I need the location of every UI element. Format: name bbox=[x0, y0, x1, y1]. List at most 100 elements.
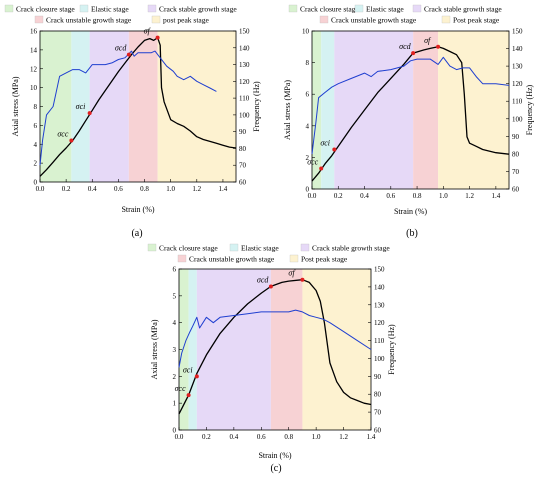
y2-tick-label: 110 bbox=[374, 337, 385, 345]
y2-tick-label: 140 bbox=[512, 45, 523, 53]
legend-swatch-unstable bbox=[34, 15, 44, 24]
x-tick-label: 0.8 bbox=[284, 433, 293, 441]
y2-tick-label: 90 bbox=[239, 128, 247, 136]
y2-tick-label: 70 bbox=[374, 409, 382, 417]
y-tick-label: 5 bbox=[173, 292, 177, 300]
x-tick-label: 0.4 bbox=[360, 192, 369, 200]
threshold-marker bbox=[87, 111, 92, 116]
legend-label-stable: Crack stable growth stage bbox=[424, 5, 502, 14]
y-tick-label: 10 bbox=[30, 84, 38, 92]
y2-tick-label: 110 bbox=[239, 95, 250, 103]
legend-label-unstable: Crack unstable growth stage bbox=[189, 255, 275, 264]
legend-label-closure: Crack closure stage bbox=[159, 244, 218, 253]
threshold-label: σcd bbox=[399, 42, 411, 51]
y2-tick-label: 60 bbox=[374, 427, 382, 435]
y2-tick-label: 80 bbox=[512, 150, 520, 158]
y-axis-label: Axial stress (MPa) bbox=[11, 76, 20, 136]
y-axis-label: Axial stress (MPa) bbox=[283, 80, 292, 140]
axial-stress-line bbox=[39, 36, 237, 177]
y-tick-label: 6 bbox=[34, 122, 38, 130]
y2-tick-label: 70 bbox=[512, 168, 520, 176]
legend-swatch-unstable bbox=[319, 15, 329, 24]
x-tick-label: 1.2 bbox=[192, 185, 201, 193]
threshold-marker bbox=[155, 35, 160, 40]
y2-tick-label: 90 bbox=[374, 373, 382, 381]
y-tick-label: 2 bbox=[173, 373, 177, 381]
subplot-label: (c) bbox=[270, 463, 281, 474]
legend-label-elastic: Elastic stage bbox=[241, 244, 279, 253]
x-tick-label: 0.6 bbox=[257, 433, 266, 441]
y2-tick-label: 130 bbox=[374, 301, 385, 309]
legend-label-stable: Crack stable growth stage bbox=[312, 244, 390, 253]
stage-band-stable bbox=[334, 31, 414, 189]
y2-tick-label: 130 bbox=[512, 63, 523, 71]
y2-tick-label: 100 bbox=[374, 355, 385, 363]
y-tick-label: 1 bbox=[173, 400, 177, 408]
legend-label-closure: Crack closure stage bbox=[16, 5, 75, 14]
stage-band-stable bbox=[196, 269, 271, 430]
y2-tick-label: 100 bbox=[512, 115, 523, 123]
frequency-line bbox=[311, 56, 510, 154]
x-tick-label: 0.4 bbox=[88, 185, 97, 193]
y-tick-label: 0 bbox=[34, 179, 38, 187]
y2-tick-label: 100 bbox=[239, 111, 250, 119]
threshold-marker bbox=[186, 393, 191, 398]
legend-swatch-elastic bbox=[229, 243, 239, 252]
y-tick-label: 12 bbox=[30, 65, 38, 73]
y-tick-label: 4 bbox=[173, 319, 177, 327]
x-axis-label: Strain (%) bbox=[394, 207, 427, 216]
y-tick-label: 3 bbox=[173, 346, 177, 354]
threshold-label: σf bbox=[288, 269, 296, 278]
threshold-marker bbox=[268, 284, 273, 289]
y-tick-label: 8 bbox=[34, 103, 38, 111]
threshold-marker bbox=[126, 52, 131, 57]
y-tick-label: 10 bbox=[302, 28, 310, 36]
stage-band-closure bbox=[312, 31, 322, 189]
y2-tick-label: 60 bbox=[512, 186, 520, 194]
y-tick-label: 0 bbox=[173, 427, 177, 435]
legend-swatch-closure bbox=[4, 4, 14, 13]
y2-axis-label: Frequency (Hz) bbox=[387, 324, 396, 375]
y-tick-label: 2 bbox=[34, 160, 38, 168]
y2-tick-label: 120 bbox=[374, 319, 385, 327]
threshold-marker bbox=[69, 138, 74, 143]
threshold-marker bbox=[436, 44, 441, 49]
threshold-label: σf bbox=[144, 27, 152, 36]
y-axis-label: Axial stress (MPa) bbox=[150, 319, 159, 379]
y-tick-label: 2 bbox=[306, 154, 310, 162]
x-tick-label: 0.0 bbox=[175, 433, 184, 441]
legend-swatch-closure bbox=[147, 243, 157, 252]
threshold-label: σf bbox=[424, 36, 432, 45]
legend-swatch-post-peak bbox=[289, 254, 299, 263]
y2-tick-label: 140 bbox=[374, 283, 385, 291]
threshold-marker bbox=[411, 51, 416, 56]
legend: Crack closure stage Elastic stage Crack st… bbox=[288, 4, 502, 25]
threshold-marker bbox=[319, 166, 324, 171]
stage-band-unstable bbox=[413, 31, 439, 189]
legend-swatch-elastic bbox=[354, 4, 364, 13]
threshold-label: σci bbox=[76, 102, 86, 111]
x-axis-label: Strain (%) bbox=[258, 451, 291, 460]
threshold-marker bbox=[194, 374, 199, 379]
y-tick-label: 0 bbox=[306, 186, 310, 194]
x-tick-label: 1.4 bbox=[219, 185, 228, 193]
x-tick-label: 0.0 bbox=[36, 185, 45, 193]
y-tick-label: 4 bbox=[306, 122, 310, 130]
y2-tick-label: 60 bbox=[239, 179, 247, 187]
x-tick-label: 0.6 bbox=[386, 192, 395, 200]
stage-band-post-peak bbox=[438, 31, 509, 189]
x-tick-label: 1.4 bbox=[491, 192, 500, 200]
threshold-label: σcd bbox=[115, 44, 127, 53]
legend-label-closure: Crack closure stage bbox=[300, 5, 359, 14]
chart-panel-b: Crack closure stage Elastic stage Crack st… bbox=[283, 5, 534, 240]
x-tick-label: 0.4 bbox=[229, 433, 238, 441]
x-tick-label: 0.2 bbox=[62, 185, 71, 193]
x-tick-label: 1.2 bbox=[465, 192, 474, 200]
y-tick-label: 16 bbox=[30, 28, 38, 36]
axial-stress-line bbox=[311, 46, 510, 182]
x-tick-label: 1.4 bbox=[367, 433, 376, 441]
frequency-line bbox=[178, 309, 372, 368]
threshold-marker bbox=[300, 277, 305, 282]
threshold-label: σcc bbox=[307, 157, 318, 166]
